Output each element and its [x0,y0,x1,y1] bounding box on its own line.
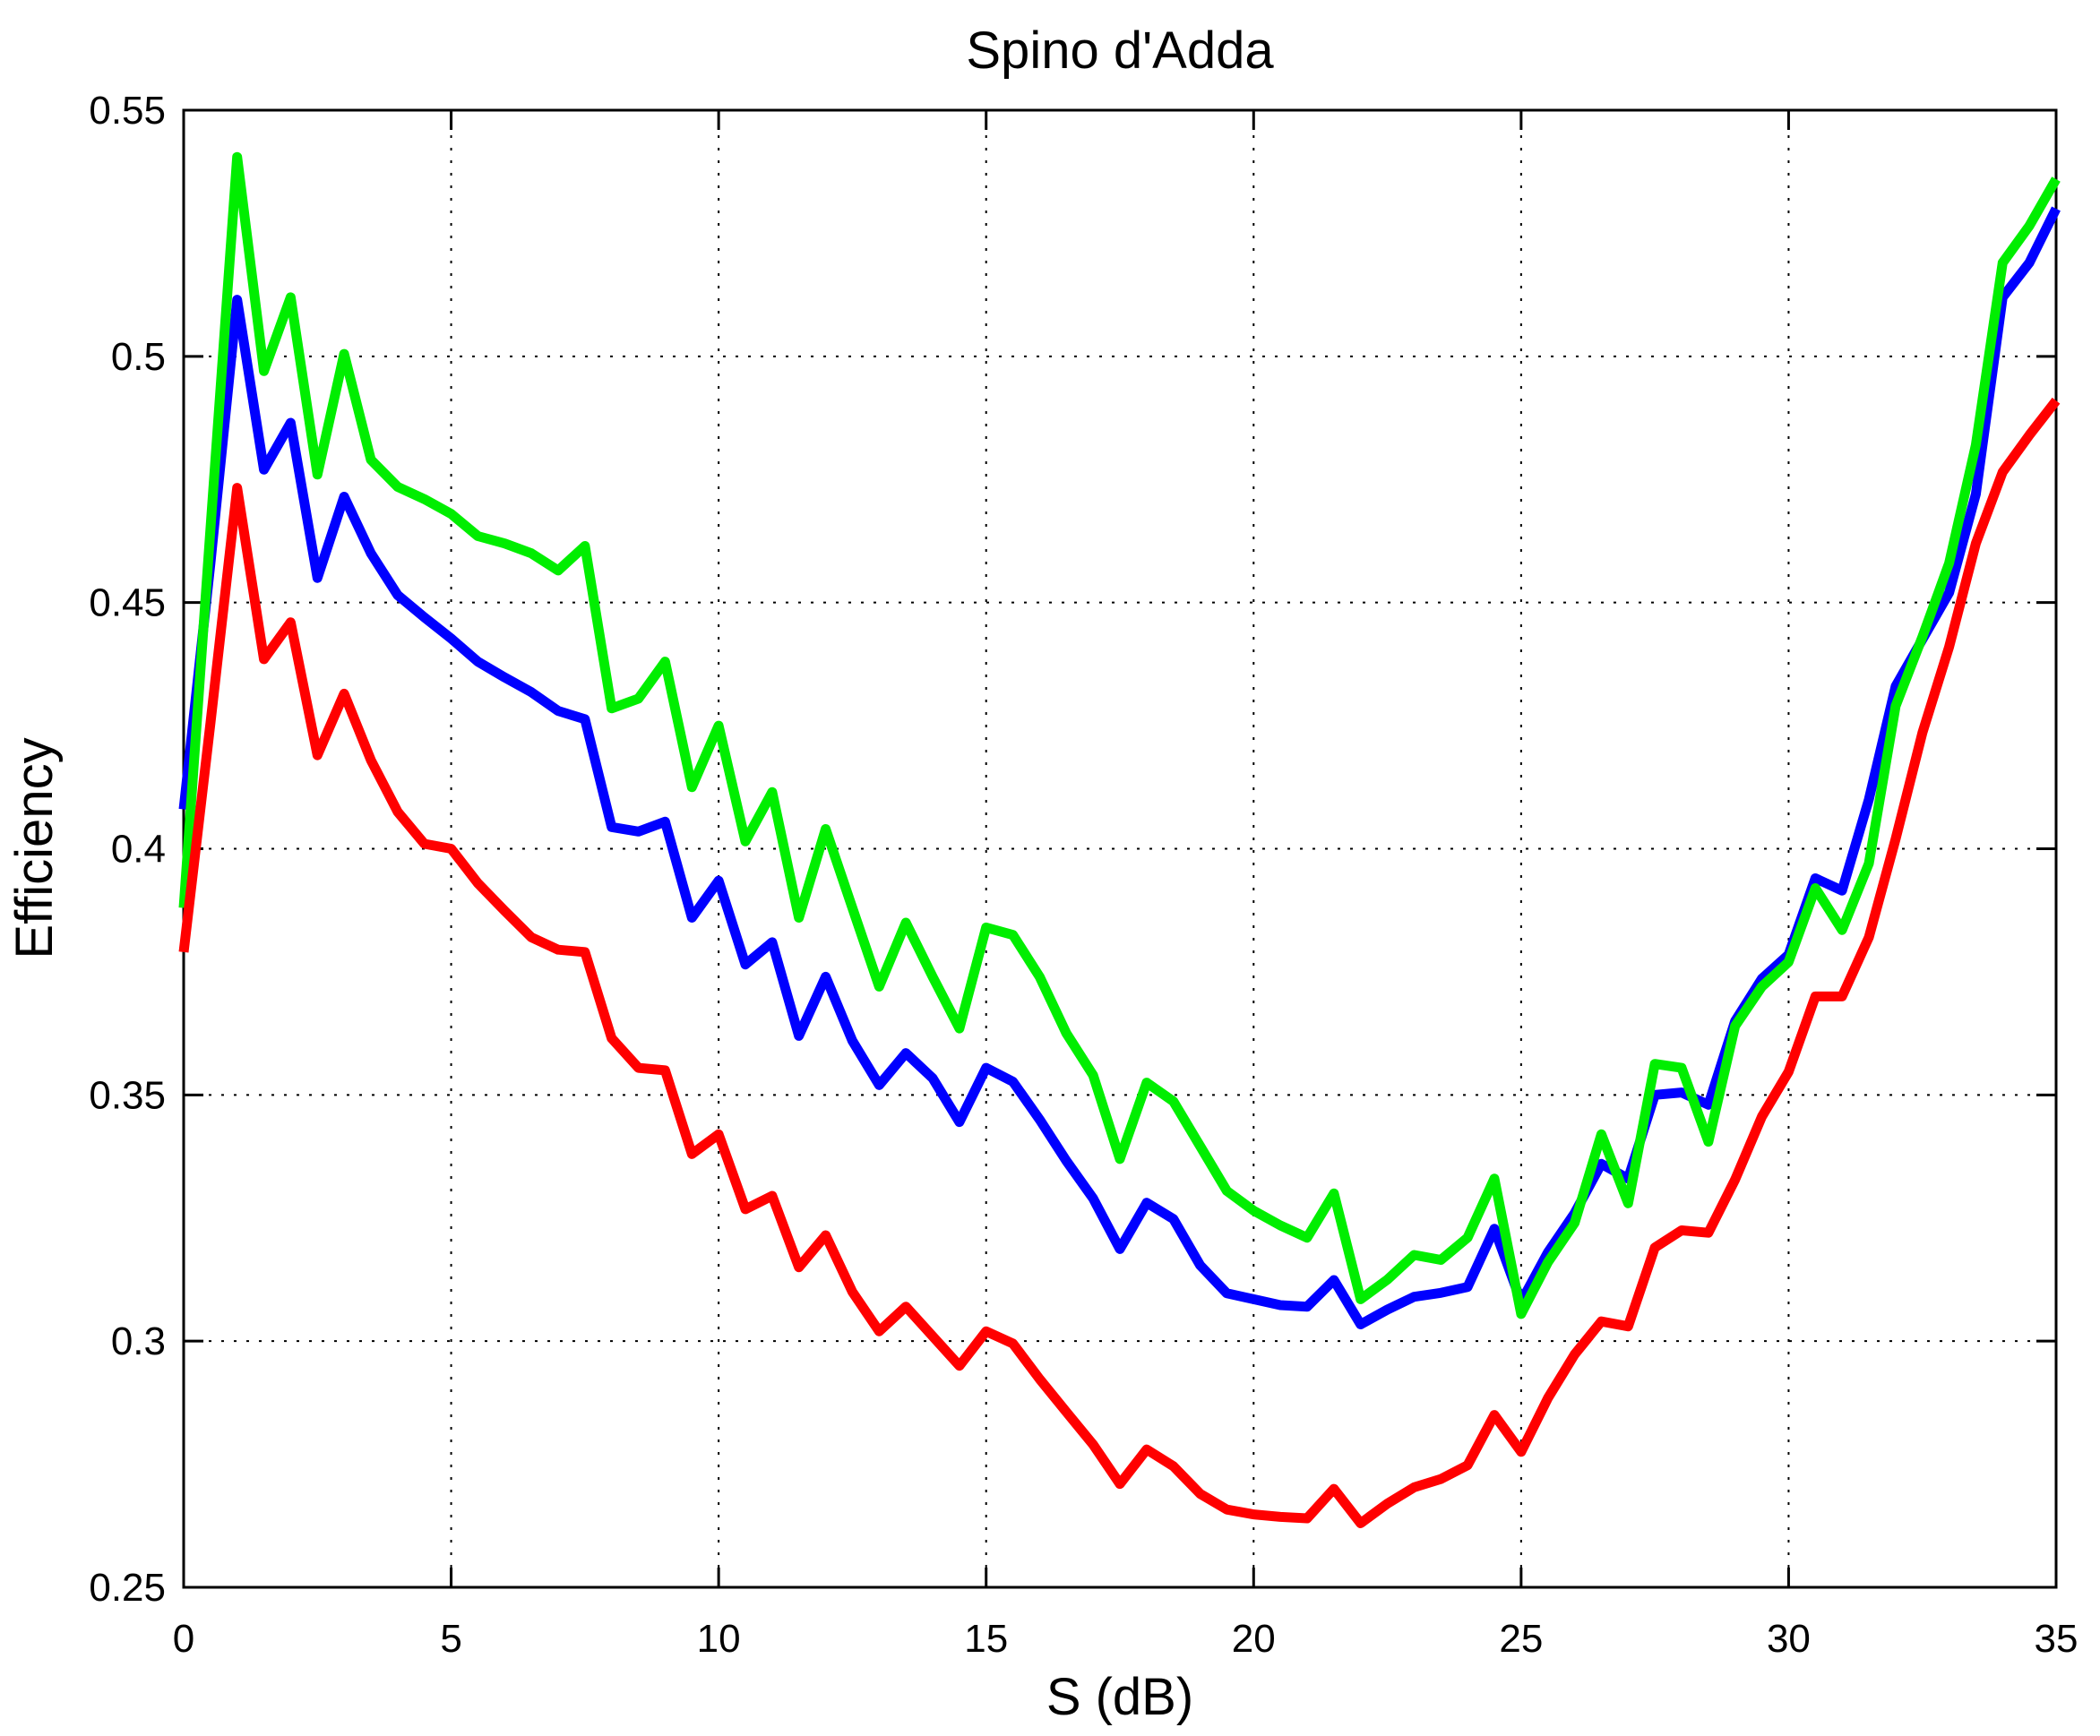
y-axis-label: Efficiency [5,737,64,958]
plot-border [182,108,2058,1589]
grid-lines [184,110,2056,1587]
axes-box [182,108,2058,1589]
y-tick-label: 0.45 [89,581,166,625]
data-series [178,151,2061,1528]
x-tick-label: 15 [964,1617,1008,1661]
y-tick-label: 0.25 [89,1566,166,1610]
x-tick-label: 5 [440,1617,461,1661]
y-tick-label: 0.55 [89,89,166,133]
y-tick-label: 0.3 [111,1319,166,1363]
x-tick-label: 25 [1499,1617,1543,1661]
x-tick-label: 20 [1232,1617,1276,1661]
green-curve [178,151,2061,1319]
y-tick-label: 0.35 [89,1073,166,1117]
chart-title: Spino d'Adda [966,21,1274,80]
tick-labels: 0 5 10 15 20 25 30 35 0.25 0.3 0.35 0.4 0.45 0.5 0.55 [89,89,2078,1661]
red-curve [178,397,2061,1528]
y-tick-label: 0.4 [111,828,166,872]
x-tick-label: 10 [697,1617,741,1661]
x-tick-label: 30 [1767,1617,1811,1661]
x-axis-label: S (dB) [1046,1668,1193,1726]
y-tick-label: 0.5 [111,335,166,379]
x-tick-label: 0 [173,1617,194,1661]
axis-ticks [182,108,2058,1589]
x-tick-label: 35 [2035,1617,2078,1661]
